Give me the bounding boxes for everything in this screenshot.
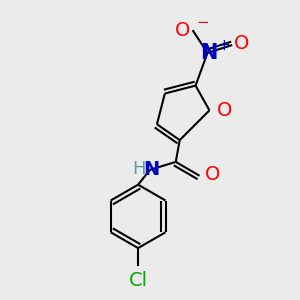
Text: O: O (175, 21, 190, 40)
Text: O: O (234, 34, 250, 53)
Text: O: O (216, 101, 232, 120)
Text: −: − (196, 15, 209, 30)
Text: Cl: Cl (128, 271, 148, 290)
Text: N: N (200, 43, 217, 63)
Text: H: H (133, 160, 146, 178)
Text: +: + (218, 38, 230, 53)
Text: N: N (143, 160, 159, 179)
Text: O: O (205, 165, 220, 184)
